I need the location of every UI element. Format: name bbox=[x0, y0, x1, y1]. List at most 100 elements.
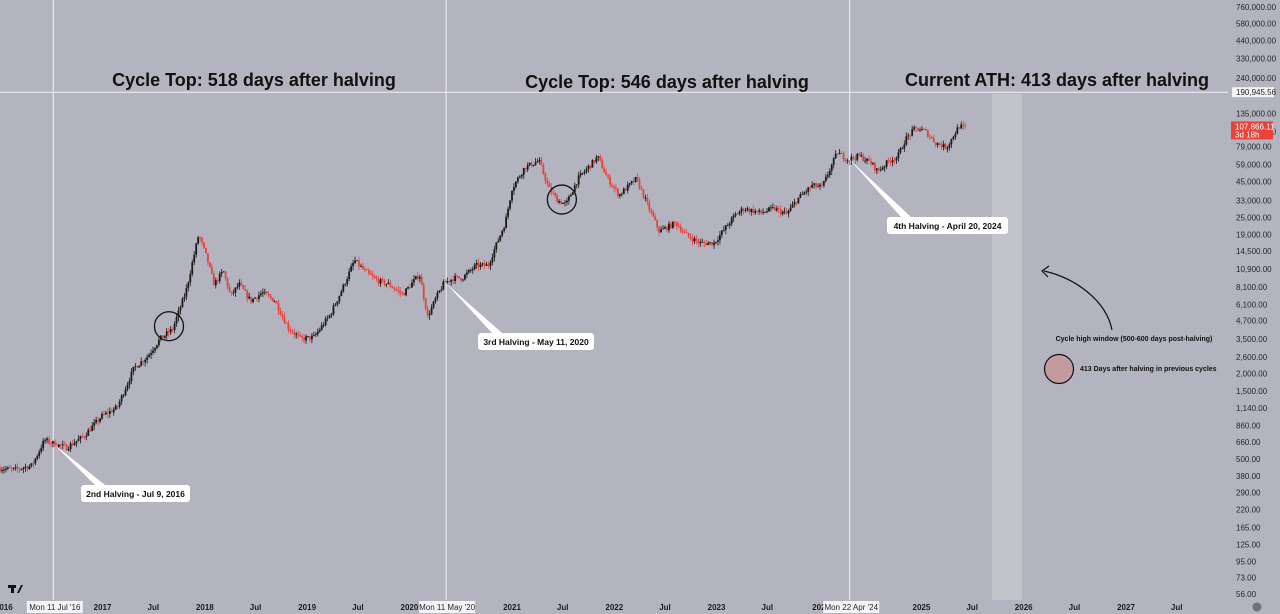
candle-body bbox=[330, 314, 333, 316]
candle bbox=[246, 289, 249, 303]
candle-body bbox=[387, 282, 390, 284]
candle-body bbox=[267, 293, 270, 296]
candle bbox=[8, 464, 11, 469]
candle bbox=[228, 283, 231, 293]
candle bbox=[881, 165, 884, 171]
candle-body bbox=[358, 260, 360, 267]
x-tick-label: Jul bbox=[762, 603, 774, 612]
candle bbox=[3, 466, 5, 474]
candle bbox=[813, 182, 815, 189]
candle-body bbox=[114, 405, 117, 410]
candle bbox=[828, 168, 831, 178]
candle-body bbox=[106, 412, 109, 414]
candle-body bbox=[636, 176, 639, 180]
candle-body bbox=[416, 276, 419, 279]
candle bbox=[432, 300, 435, 309]
candle-body bbox=[950, 138, 953, 145]
candle-body bbox=[626, 184, 629, 191]
candle-body bbox=[791, 204, 794, 208]
candle bbox=[232, 289, 235, 296]
candle bbox=[936, 142, 939, 148]
candle-body bbox=[254, 297, 256, 299]
candle bbox=[569, 193, 572, 197]
candle-body bbox=[197, 237, 200, 244]
candle bbox=[505, 213, 508, 229]
candle-body bbox=[299, 335, 302, 337]
candle-body bbox=[136, 366, 139, 368]
candle bbox=[520, 173, 523, 180]
candle-body bbox=[356, 260, 358, 262]
candle bbox=[416, 271, 419, 281]
candle-body bbox=[754, 210, 757, 213]
cycle-day-413-circle-1 bbox=[153, 311, 185, 342]
candle bbox=[611, 182, 613, 188]
candle bbox=[787, 209, 790, 218]
candle bbox=[699, 238, 702, 247]
candle bbox=[493, 245, 496, 262]
candle bbox=[960, 121, 963, 130]
candle bbox=[428, 310, 431, 320]
candle-body bbox=[581, 173, 584, 174]
candle-body bbox=[454, 275, 457, 282]
candle-body bbox=[128, 381, 131, 385]
callout-box bbox=[478, 333, 594, 350]
candle-body bbox=[701, 242, 704, 243]
candle bbox=[275, 300, 278, 304]
candle bbox=[566, 197, 568, 206]
candle-body bbox=[22, 467, 25, 469]
candle-body bbox=[275, 301, 278, 304]
x-tick-label: Jul bbox=[1171, 603, 1183, 612]
y-tick-label: 165.00 bbox=[1236, 523, 1261, 532]
candle bbox=[646, 193, 649, 206]
candle-body bbox=[877, 168, 880, 171]
candle-body bbox=[783, 211, 786, 213]
y-tick-label: 580,000.00 bbox=[1236, 20, 1277, 29]
chart-settings-icon[interactable] bbox=[1252, 602, 1262, 612]
candle-body bbox=[173, 323, 176, 330]
candle bbox=[587, 164, 590, 173]
candle bbox=[136, 365, 139, 368]
candle-body bbox=[777, 208, 780, 210]
candle bbox=[724, 224, 727, 235]
candle-body bbox=[422, 284, 425, 299]
y-tick-label: 59,000.00 bbox=[1236, 161, 1272, 170]
candle-body bbox=[371, 274, 374, 277]
candle bbox=[868, 155, 870, 161]
x-highlight-text: Mon 22 Apr '24 bbox=[824, 603, 878, 612]
candle-body bbox=[411, 282, 413, 288]
candle-body bbox=[324, 318, 327, 326]
candle bbox=[32, 460, 35, 468]
candle bbox=[779, 205, 782, 217]
x-tick-label: 2027 bbox=[1117, 603, 1135, 612]
candle bbox=[314, 332, 317, 337]
candle bbox=[734, 211, 737, 218]
candle-body bbox=[20, 468, 23, 470]
candle bbox=[946, 145, 949, 153]
candle bbox=[10, 466, 13, 473]
candle-body bbox=[73, 443, 76, 446]
candle bbox=[169, 326, 172, 336]
candle bbox=[507, 206, 509, 220]
candle bbox=[856, 153, 859, 162]
candle bbox=[956, 124, 959, 135]
candle bbox=[630, 180, 633, 186]
candle bbox=[316, 328, 319, 337]
candle bbox=[683, 228, 686, 234]
x-highlight-label-2: Mon 11 May '20 bbox=[419, 601, 476, 613]
candle-body bbox=[644, 197, 647, 199]
candle-body bbox=[617, 188, 619, 197]
candle bbox=[350, 263, 353, 272]
candle-body bbox=[917, 127, 919, 131]
candle-body bbox=[954, 134, 957, 137]
candle bbox=[128, 377, 131, 389]
candle-body bbox=[413, 279, 415, 283]
candle bbox=[746, 206, 749, 212]
candle-body bbox=[28, 466, 31, 470]
candle bbox=[411, 279, 413, 288]
candle bbox=[252, 298, 254, 304]
candle-body bbox=[256, 297, 258, 299]
y-tick-label: 860.00 bbox=[1236, 421, 1261, 430]
candle bbox=[59, 443, 62, 450]
